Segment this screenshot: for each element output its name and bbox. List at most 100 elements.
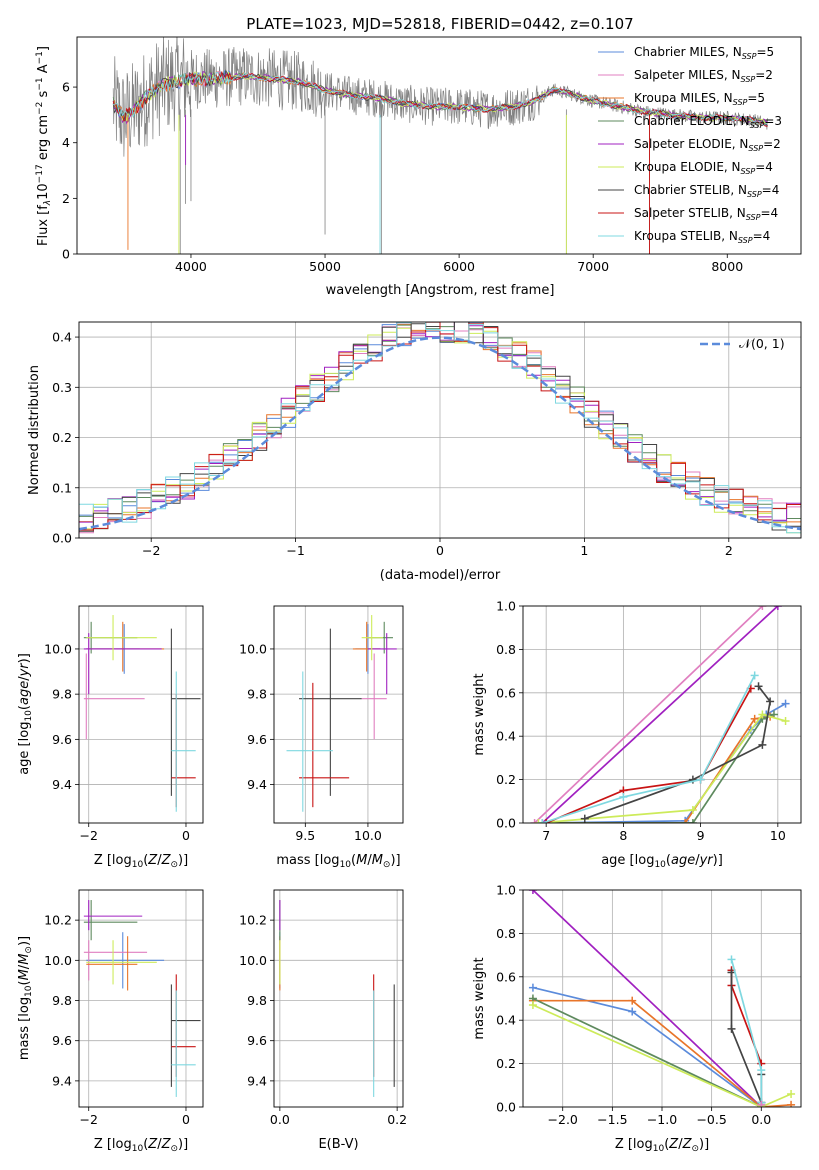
chart-mass-vs-ebv: 0.0 0.2 9.4 9.6 9.8 10.0 10.2 E(B-V): [239, 889, 407, 1152]
figure-title: PLATE=1023, MJD=52818, FIBERID=0442, z=0…: [246, 15, 633, 33]
chart-residuals: −2 −1 0 1 2 0.0 0.1 0.2 0.3 0.4 𝒩(0, 1) (data-model…: [27, 321, 802, 583]
x-tick-label: −1.5: [597, 1112, 627, 1127]
line-kroupa-elodie: [538, 713, 786, 823]
y-tick-label: 9.6: [52, 1033, 72, 1048]
x-tick-label: 9: [697, 828, 705, 843]
marker-chabrier-miles: [628, 1007, 637, 1016]
y-tick-label: 0.4: [52, 330, 72, 345]
line-chabrier-miles: [532, 986, 763, 1107]
marker-chabrier-stelib: [727, 1024, 736, 1033]
marker-kroupa-stelib: [538, 819, 547, 823]
x-tick-label: 0.0: [270, 1112, 290, 1127]
marker-chabrier-miles: [528, 983, 537, 992]
y-tick-label: 9.6: [247, 732, 267, 747]
x-axis-label: age [log10(age/yr)]: [601, 853, 723, 870]
y-axis-label: mass [log10(M/M⊙)]: [17, 936, 34, 1060]
marker-kroupa-elodie: [758, 710, 767, 719]
x-tick-label: −1.0: [647, 1112, 677, 1127]
x-tick-label: 10: [770, 828, 786, 843]
y-axis-label: Normed distribution: [27, 365, 42, 495]
marker-chabrier-miles: [781, 699, 790, 708]
y-tick-label: 9.6: [247, 1033, 267, 1048]
chart-mass-vs-z: −2 0 9.4 9.6 9.8 10.0 10.2 Z [log10(Z/Z⊙)] mass …: [17, 889, 204, 1154]
y-tick-label: 9.8: [52, 687, 72, 702]
chart-age-vs-mass: 9.5 10.0 9.4 9.6 9.8 10.0 mass [log10(M/M⊙)]: [239, 605, 404, 870]
axes-frame: [76, 36, 802, 255]
legend-label-kroupa-miles: Kroupa MILES, NSSP=5: [634, 91, 765, 107]
x-tick-label: 6000: [443, 259, 475, 274]
plot-area: [83, 615, 201, 812]
x-tick-label: −2.0: [548, 1112, 578, 1127]
y-axis-label: Flux [fλ10−17 erg cm−2 s−1 A−1]: [35, 46, 53, 246]
x-tick-label: 0.2: [387, 1112, 407, 1127]
y-tick-label: 1.0: [496, 883, 516, 898]
marker-kroupa-stelib: [757, 1066, 766, 1075]
y-tick-label: 0.0: [52, 531, 72, 546]
model-fit-kroupa-stelib: [112, 71, 768, 125]
marker-chabrier-stelib: [754, 682, 763, 691]
legend: Chabrier MILES, NSSP=5 Salpeter MILES, NS…: [598, 45, 782, 245]
marker-chabrier-stelib: [766, 697, 775, 706]
y-tick-label: 9.8: [247, 687, 267, 702]
x-tick-label: 8: [619, 828, 627, 843]
line-salpeter-miles: [534, 606, 763, 823]
y-tick-label: 0.1: [52, 480, 72, 495]
x-axis-label: E(B-V): [318, 1137, 358, 1152]
chart-massweight-vs-age: 7 8 9 10 0.0 0.2 0.4 0.6 0.8 1.0 age [log10(age/yr…: [472, 599, 802, 870]
marker-chabrier-stelib: [758, 740, 767, 749]
legend-label-chabrier-stelib: Chabrier STELIB, NSSP=4: [634, 183, 779, 199]
marker-kroupa-elodie: [688, 805, 697, 814]
legend-label-gaussian: 𝒩(0, 1): [739, 336, 785, 351]
line-salpeter-elodie: [541, 606, 779, 823]
plot-area: [530, 606, 790, 823]
legend-label-kroupa-stelib: Kroupa STELIB, NSSP=4: [634, 229, 770, 245]
y-axis-label: mass weight: [472, 673, 487, 755]
y-axis-label: age [log10(age/yr)]: [17, 653, 34, 775]
grid: [274, 890, 403, 1107]
y-tick-label: 0.3: [52, 380, 72, 395]
grid: [274, 606, 403, 823]
marker-kroupa-miles: [750, 714, 759, 723]
line-chabrier-stelib: [584, 685, 772, 820]
x-axis-label: wavelength [Angstrom, rest frame]: [326, 283, 555, 298]
marker-kroupa-stelib: [750, 671, 759, 680]
legend-label-salpeter-stelib: Salpeter STELIB, NSSP=4: [634, 206, 778, 222]
x-tick-label: 0: [436, 543, 444, 558]
marker-chabrier-elodie: [688, 819, 697, 823]
plot-area: [279, 900, 395, 1097]
x-tick-label: 2: [725, 543, 733, 558]
line-chabrier-miles: [546, 702, 787, 823]
y-tick-label: 0.2: [496, 1056, 516, 1071]
y-tick-label: 0: [62, 247, 70, 262]
y-tick-label: 9.4: [52, 1073, 72, 1088]
x-tick-label: −2: [80, 1112, 98, 1127]
gaussian-reference-curve: [79, 336, 801, 531]
marker-salpeter-elodie: [528, 890, 537, 894]
y-tick-label: 0.4: [496, 1013, 516, 1028]
y-tick-label: 1.0: [496, 599, 516, 614]
x-tick-label: 4000: [175, 259, 207, 274]
y-tick-label: 9.6: [52, 732, 72, 747]
histogram-kroupa-stelib: [79, 322, 801, 534]
axes-frame: [522, 605, 802, 824]
marker-salpeter-miles: [758, 606, 767, 610]
line-kroupa-stelib: [730, 959, 763, 1103]
axes-frame: [273, 889, 404, 1108]
y-tick-label: 4: [62, 135, 70, 150]
marker-salpeter-stelib: [542, 819, 551, 823]
x-tick-label: 8000: [711, 259, 743, 274]
x-tick-label: −2: [80, 828, 98, 843]
line-kroupa-stelib: [542, 675, 756, 823]
x-tick-label: −1: [286, 543, 304, 558]
marker-salpeter-elodie: [773, 606, 782, 610]
marker-kroupa-miles: [787, 1100, 796, 1107]
axes-frame: [78, 605, 204, 824]
marker-kroupa-elodie: [787, 1089, 796, 1098]
x-axis-label: Z [log10(Z/Z⊙)]: [94, 1137, 188, 1154]
marker-kroupa-stelib: [619, 792, 628, 801]
y-tick-label: 10.2: [239, 913, 267, 928]
y-tick-label: 0.0: [496, 816, 516, 831]
marker-kroupa-miles: [681, 819, 690, 823]
x-tick-label: 0: [182, 1112, 190, 1127]
y-tick-label: 10.2: [44, 913, 72, 928]
